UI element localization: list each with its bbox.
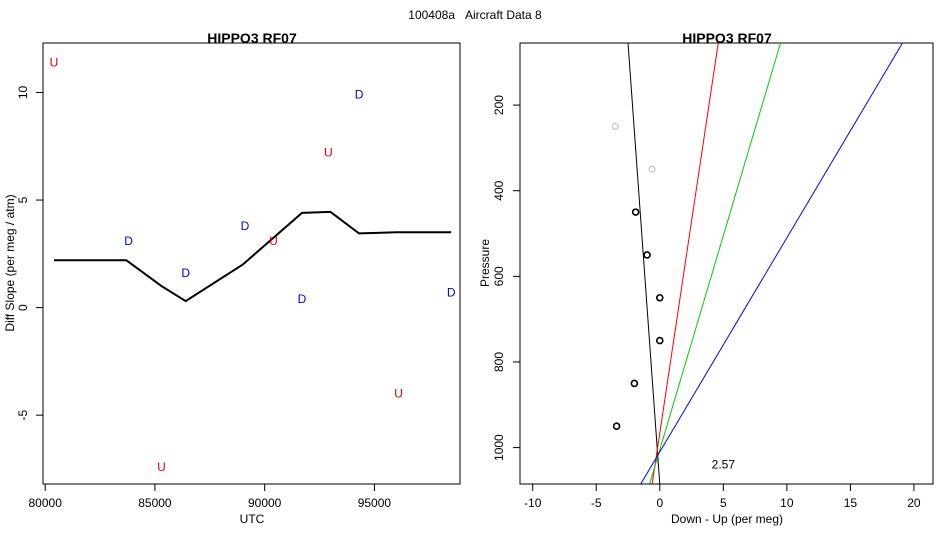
left-y-tick-label: 5: [16, 196, 30, 203]
left-plot-frame: [42, 42, 461, 485]
right-y-tick-label: 800: [492, 352, 506, 372]
left-data-layer: U U U U U D D D D D D: [50, 55, 456, 473]
right-x-tick-label: 0: [656, 496, 663, 510]
suptitle-description: Aircraft Data 8: [465, 8, 542, 22]
right-point: [655, 293, 664, 302]
left-marker-u: U: [269, 234, 278, 248]
right-x-axis: -10 -5 0 5 10 15 20: [524, 483, 921, 510]
left-x-axis: 80000 85000 90000 95000: [29, 483, 392, 510]
right-y-tick-label: 400: [492, 180, 506, 200]
left-title: HIPPO3 RF07: [207, 30, 297, 46]
panel-right-pressure: HIPPO3 RF07 -10 -5 0 5 10 15 20 200 400 600 800 10…: [478, 30, 934, 526]
right-x-tick-label: -10: [524, 496, 542, 510]
left-y-tick-label: -5: [16, 410, 30, 421]
left-marker-d: D: [298, 292, 307, 306]
right-x-label: Down - Up (per meg): [671, 512, 783, 526]
left-marker-d: D: [124, 234, 133, 248]
suptitle-run-id: 100408a: [408, 8, 455, 22]
right-y-axis: 200 400 600 800 1000: [492, 95, 521, 461]
left-x-tick-label: 95000: [358, 496, 392, 510]
right-point: [643, 251, 651, 259]
left-marker-u: U: [157, 460, 166, 474]
right-point: [648, 165, 656, 173]
left-y-axis: -5 0 5 10: [16, 85, 44, 421]
right-plot-frame: [519, 42, 934, 485]
right-line-black-fit: [627, 43, 661, 484]
right-line-green-fit: [649, 43, 781, 484]
right-y-tick-label: 600: [492, 266, 506, 286]
right-y-tick-label: 1000: [492, 434, 506, 461]
right-x-tick-label: 15: [844, 496, 858, 510]
left-x-tick-label: 85000: [138, 496, 172, 510]
left-x-tick-label: 90000: [248, 496, 282, 510]
right-x-tick-label: 20: [907, 496, 921, 510]
left-marker-u: U: [394, 387, 403, 401]
right-data-layer: [611, 43, 903, 484]
right-point: [631, 208, 640, 216]
left-marker-d: D: [241, 219, 250, 233]
left-x-label: UTC: [240, 512, 265, 526]
left-marker-u: U: [50, 55, 59, 69]
right-y-label: Pressure: [478, 239, 492, 287]
left-y-tick-label: 10: [16, 85, 30, 99]
right-title: HIPPO3 RF07: [682, 30, 772, 46]
panel-left-diff-slope: HIPPO3 RF07 U U U U U D D D D D D 80000 85000 90000 9…: [3, 30, 461, 526]
right-x-tick-label: 10: [780, 496, 794, 510]
right-x-tick-label: -5: [591, 496, 602, 510]
right-point: [655, 336, 664, 345]
left-y-label: Diff Slope (per meg / atm): [3, 194, 17, 331]
right-annotation-value: 2.57: [712, 458, 736, 472]
right-point: [611, 122, 619, 130]
right-line-red-fit: [651, 43, 719, 484]
right-point: [630, 379, 639, 388]
left-marker-u: U: [324, 146, 333, 160]
right-y-tick-label: 200: [492, 95, 506, 115]
right-x-tick-label: 5: [720, 496, 727, 510]
left-y-tick-label: 0: [16, 304, 30, 311]
right-line-blue-fit: [640, 43, 903, 484]
left-marker-d: D: [355, 88, 364, 102]
left-x-tick-label: 80000: [29, 496, 63, 510]
left-marker-d: D: [181, 266, 190, 280]
left-marker-d: D: [447, 286, 456, 300]
left-trend-line: [54, 210, 452, 303]
right-point: [612, 422, 621, 430]
